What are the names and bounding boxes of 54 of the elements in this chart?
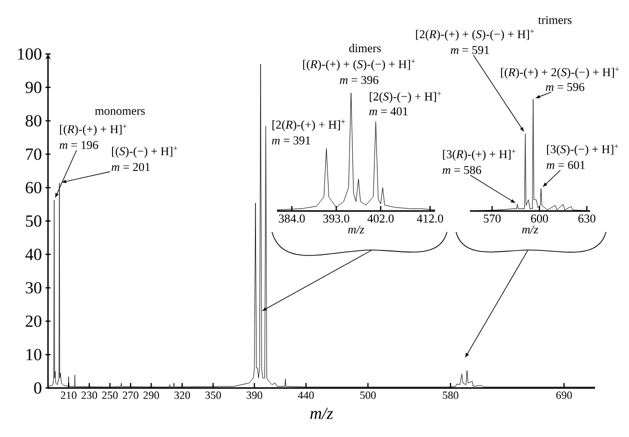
x-tick-label: 210 [60,392,76,399]
x-tick-label: 630 [578,214,596,223]
annotation: [(R)-(+) + H]$^{+}$ [60,124,127,136]
annotation: monomers [95,109,145,115]
chart-title: trimers [538,16,572,24]
annotation: m = 396 [340,76,378,84]
x-tick-label: 440 [298,392,314,399]
x-axis-title: m/z [310,408,334,420]
y-tick-label: 90 [26,82,42,94]
x-axis-title: m/z [348,226,364,234]
x-tick-label: 600 [531,214,548,223]
annotation: [2(S)-(−) + H]$^{+}$ [370,92,441,104]
y-tick-label: 100 [18,48,42,60]
y-tick-label: 20 [26,315,42,327]
y-tick-label: 50 [26,215,42,227]
chart-title: dimers [349,44,381,52]
annotation: [3(S)-(−) + H]$^{+}$ [547,144,618,156]
y-tick-label: 0 [34,382,42,394]
x-tick-label: 250 [102,392,118,399]
annotation: m = 401 [369,107,408,116]
x-tick-label: 393.0 [323,214,350,223]
y-tick-label: 70 [26,148,42,160]
x-tick-label: 320 [174,392,190,399]
annotation: m = 391 [272,136,310,144]
annotation: [2(R)-(+) + H]$^{+}$ [272,120,345,132]
annotation: m = 601 [546,160,585,170]
annotation: m = 591 [450,46,489,54]
annotation: m = 596 [546,82,584,92]
x-tick-label: 580 [442,392,458,399]
x-tick-label: 402.0 [367,214,394,223]
y-tick-label: 80 [26,115,42,127]
annotation: [(R)-(+) + (S)-(−) + H]$^{+}$ [303,59,415,71]
x-tick-label: 350 [205,392,221,399]
x-tick-label: 412.0 [416,214,444,223]
annotation: m = 201 [112,162,150,172]
y-tick-label: 10 [26,348,42,360]
annotation: m = 586 [442,166,482,174]
x-tick-label: 230 [82,392,98,399]
y-tick-label: 30 [26,282,42,294]
annotation: [3(R)-(+) + H]$^{+}$ [443,149,516,161]
x-tick-label: 384.0 [278,214,305,223]
x-axis-title: m/z [522,225,538,234]
text: [2(R)-(+) + (S)-(−) + H]$^{+}$ [416,29,534,41]
annotation: [(R)-(+) + 2(S)-(−) + H]$^{+}$ [501,67,619,79]
x-tick-label: 690 [556,392,572,399]
x-tick-label: 290 [143,392,160,399]
annotation: [(S)-(−) + H]$^{+}$ [112,146,178,158]
x-tick-label: 270 [122,392,138,399]
x-tick-label: 570 [484,214,501,223]
y-tick-label: 40 [25,248,42,260]
x-tick-label: 390 [246,392,262,399]
annotation: m = 196 [60,140,98,150]
y-tick-label: 60 [26,182,42,194]
x-tick-label: 500 [360,392,376,399]
